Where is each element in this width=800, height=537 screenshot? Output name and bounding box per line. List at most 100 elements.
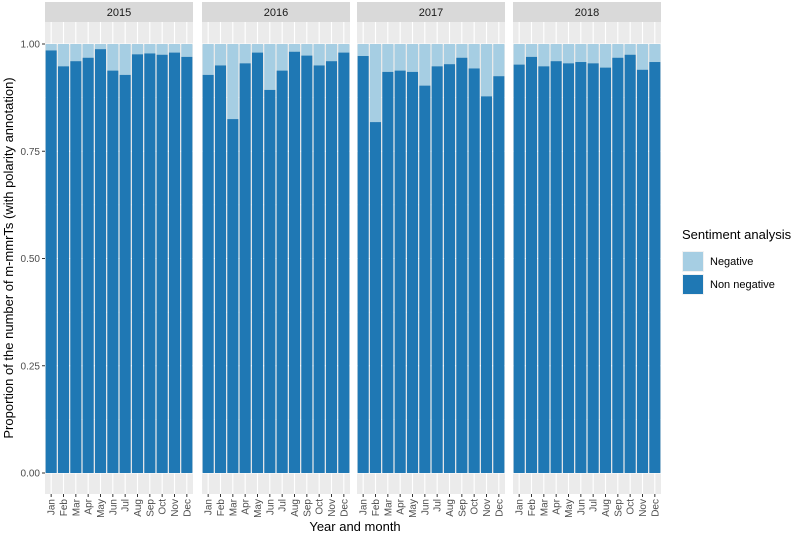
bar-non-negative-2018-Jul: [587, 63, 599, 474]
x-tick-label-2015-Aug: Aug: [133, 499, 144, 517]
bar-non-negative-2017-Mar: [382, 71, 394, 473]
strip-2018: [513, 2, 661, 22]
bar-negative-2017-Jul: [431, 44, 443, 67]
legend-label-non-negative: Non negative: [710, 279, 775, 291]
x-tick-label-2017-Feb: Feb: [371, 499, 382, 517]
bar-non-negative-2015-Oct: [156, 54, 168, 473]
x-tick-label-2015-Oct: Oct: [158, 499, 169, 515]
bar-non-negative-2018-Apr: [550, 61, 562, 473]
bar-non-negative-2016-Jun: [264, 89, 276, 473]
strip-2017: [357, 2, 505, 22]
x-tick-label-2016-Mar: Mar: [228, 498, 239, 516]
strip-label-2015: 2015: [107, 7, 131, 19]
bar-negative-2016-Feb: [214, 44, 227, 66]
bar-non-negative-2016-Feb: [214, 65, 227, 473]
bar-non-negative-2018-Jun: [575, 62, 587, 473]
bar-non-negative-2015-Dec: [181, 56, 193, 474]
bar-negative-2015-Jul: [119, 44, 131, 75]
bar-negative-2015-Oct: [156, 44, 168, 55]
bar-negative-2017-Feb: [369, 44, 382, 123]
x-tick-label-2017-Jan: Jan: [359, 499, 370, 515]
x-tick-label-2018-Nov: Nov: [638, 499, 649, 517]
bar-non-negative-2018-Dec: [649, 62, 661, 473]
bar-non-negative-2018-Nov: [636, 69, 649, 474]
x-tick-label-2015-Feb: Feb: [59, 499, 70, 517]
y-tick-label: 0.00: [21, 469, 41, 480]
x-tick-label-2018-Apr: Apr: [552, 498, 563, 514]
bar-non-negative-2015-Feb: [57, 66, 70, 474]
bar-negative-2015-Aug: [131, 44, 144, 55]
bar-non-negative-2016-Nov: [325, 61, 338, 473]
x-tick-label-2018-May: May: [564, 499, 575, 518]
bar-non-negative-2018-Oct: [624, 54, 636, 473]
bar-negative-2015-Mar: [70, 44, 82, 62]
bar-negative-2016-Apr: [239, 44, 251, 64]
bar-non-negative-2016-Sep: [301, 55, 313, 473]
bar-non-negative-2015-Jul: [119, 74, 131, 473]
x-tick-label-2018-Dec: Dec: [650, 499, 661, 517]
bar-non-negative-2017-Apr: [394, 70, 406, 474]
bar-non-negative-2017-Dec: [493, 76, 505, 474]
y-axis: 0.00 0.25 0.50 0.75 1.00: [21, 40, 45, 480]
bar-negative-2017-Nov: [480, 44, 493, 97]
bar-negative-2018-May: [562, 44, 575, 64]
bar-non-negative-2016-Dec: [338, 52, 350, 474]
bar-negative-2016-May: [251, 44, 264, 53]
bar-negative-2016-Nov: [325, 44, 338, 62]
bar-non-negative-2016-Mar: [227, 119, 239, 473]
bar-negative-2018-Oct: [624, 44, 636, 55]
bar-non-negative-2016-Jan: [202, 74, 214, 473]
bar-negative-2018-Apr: [550, 44, 562, 62]
bar-non-negative-2017-Jul: [431, 66, 443, 474]
bar-negative-2018-Sep: [612, 44, 624, 58]
bar-negative-2015-Apr: [82, 44, 94, 58]
x-tick-label-2017-Jun: Jun: [420, 499, 431, 515]
x-tick-label-2016-Jul: Jul: [278, 499, 289, 512]
bar-negative-2015-Nov: [168, 44, 181, 53]
bar-non-negative-2017-May: [406, 71, 419, 473]
bar-non-negative-2018-Mar: [538, 66, 550, 474]
bar-negative-2017-Jan: [357, 44, 369, 57]
bar-non-negative-2018-May: [562, 63, 575, 474]
bar-non-negative-2016-Jul: [276, 70, 288, 474]
x-tick-label-2016-Feb: Feb: [216, 499, 227, 517]
strip-label-2018: 2018: [575, 7, 599, 19]
x-tick-label-2017-Sep: Sep: [457, 499, 468, 517]
bar-negative-2018-Nov: [636, 44, 649, 70]
bar-negative-2016-Jun: [264, 44, 276, 90]
bar-non-negative-2015-Mar: [70, 61, 82, 473]
bar-non-negative-2018-Sep: [612, 57, 624, 474]
bar-negative-2017-Apr: [394, 44, 406, 71]
x-tick-label-2017-Mar: Mar: [383, 498, 394, 516]
bar-negative-2018-Feb: [525, 44, 538, 57]
x-tick-label-2016-May: May: [253, 499, 264, 518]
legend: Sentiment analysis Negative Non negative: [682, 227, 792, 295]
y-tick-label: 0.75: [21, 147, 41, 158]
x-tick-label-2015-Jan: Jan: [47, 499, 58, 515]
bar-non-negative-2016-Apr: [239, 63, 251, 474]
bar-negative-2016-Aug: [288, 44, 301, 52]
bar-non-negative-2018-Jan: [513, 64, 525, 473]
strip-label-2016: 2016: [264, 7, 288, 19]
x-tick-label-2015-Jun: Jun: [108, 499, 119, 515]
bar-negative-2017-Mar: [382, 44, 394, 72]
panel-2015: 2015 Jan Feb Mar Apr May Jun Jul Aug Sep Oct Nov Dec: [45, 2, 193, 518]
bar-negative-2016-Sep: [301, 44, 313, 56]
x-tick-label-2016-Apr: Apr: [241, 498, 252, 514]
x-tick-label-2018-Jul: Jul: [589, 499, 600, 512]
y-tick-label: 1.00: [21, 40, 41, 51]
x-tick-label-2018-Mar: Mar: [539, 498, 550, 516]
x-tick-label-2015-Apr: Apr: [84, 498, 95, 514]
bar-non-negative-2016-May: [251, 52, 264, 474]
panel-2016: 2016 Jan Feb Mar Apr May Jun Jul Aug Sep Oct Nov Dec: [202, 2, 350, 518]
bar-negative-2018-Jul: [587, 44, 599, 64]
bar-negative-2015-Jan: [45, 44, 57, 51]
bar-negative-2015-Jun: [107, 44, 119, 71]
x-tick-label-2016-Jun: Jun: [265, 499, 276, 515]
bar-negative-2015-Feb: [57, 44, 70, 67]
bar-non-negative-2017-Jun: [419, 85, 431, 473]
legend-swatch-negative: [683, 252, 703, 271]
bar-negative-2015-Sep: [144, 44, 156, 54]
bar-non-negative-2015-Apr: [82, 57, 94, 474]
strip-2015: [45, 2, 193, 22]
